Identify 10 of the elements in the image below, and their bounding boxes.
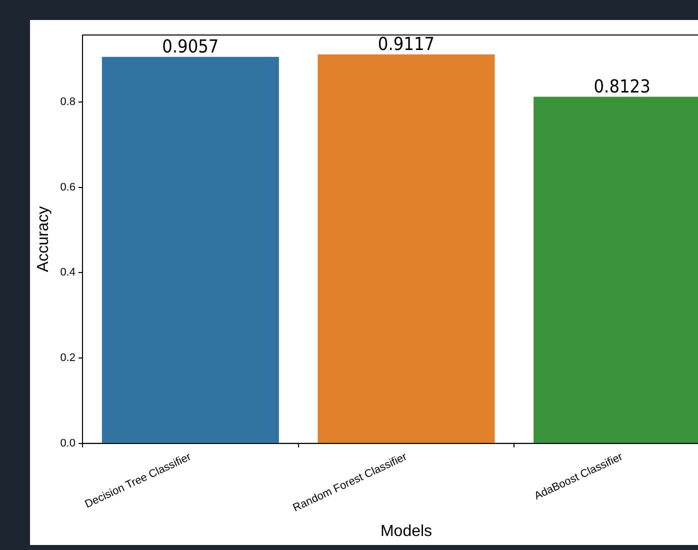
y-axis-title: Accuracy: [35, 206, 52, 272]
y-tick-label: 0.8: [60, 96, 76, 108]
x-axis-title: Models: [380, 522, 432, 540]
y-tick-label: 0.4: [60, 266, 76, 279]
data-label: 0.8123: [594, 76, 650, 98]
data-label: 0.9057: [162, 36, 219, 58]
y-tick-label: 0.0: [60, 437, 76, 450]
y-tick-label: 0.6: [60, 181, 76, 194]
data-label: 0.9117: [378, 34, 435, 56]
y-tick-label: 0.2: [60, 352, 76, 364]
